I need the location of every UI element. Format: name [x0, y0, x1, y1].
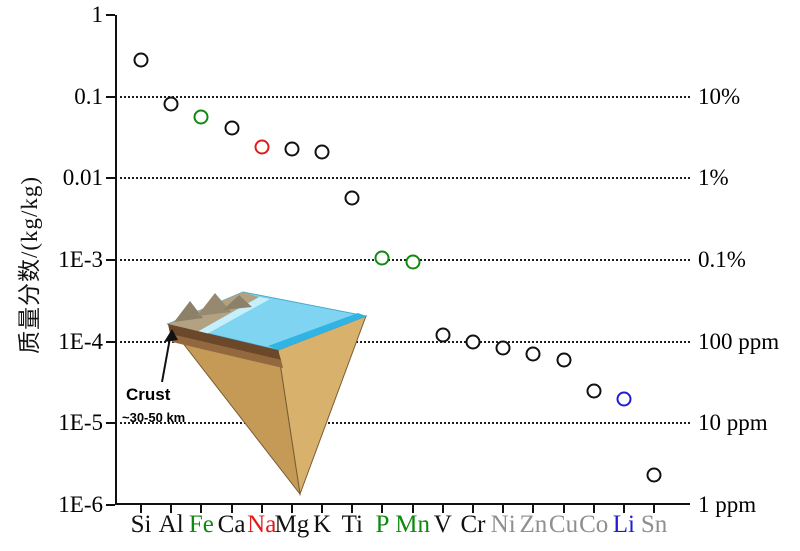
x-label-V: V — [433, 511, 452, 538]
x-label-Li: Li — [612, 511, 635, 538]
data-point-Fe — [193, 109, 209, 125]
x-label-Cr: Cr — [460, 511, 486, 538]
y-tick-0.01 — [106, 177, 115, 180]
x-tick-Sn — [653, 505, 656, 513]
x-tick-Na — [260, 505, 263, 513]
mountain-3 — [223, 295, 252, 310]
right-axis-label-100 ppm: 100 ppm — [698, 328, 780, 354]
x-tick-Ni — [502, 505, 505, 513]
x-tick-Ti — [351, 505, 354, 513]
data-point-Si — [133, 52, 149, 68]
y-tick-1E-4 — [106, 340, 115, 343]
mountain-2 — [197, 293, 231, 316]
gridline-0.001 — [115, 259, 690, 261]
crust-sublayer-strip — [170, 334, 283, 368]
data-point-P — [374, 250, 390, 266]
data-point-Mn — [405, 254, 421, 270]
x-tick-P — [381, 505, 384, 513]
x-label-Na: Na — [247, 511, 277, 538]
x-tick-Si — [140, 505, 142, 513]
y-tick-1E-6 — [106, 504, 115, 506]
data-point-Cu — [556, 352, 572, 368]
right-axis-label-1%: 1% — [698, 165, 729, 191]
data-point-Na — [254, 139, 270, 155]
data-point-Mg — [284, 141, 300, 157]
x-tick-Mg — [290, 505, 293, 513]
data-point-V — [435, 327, 451, 343]
x-label-Si: Si — [130, 511, 152, 538]
x-label-Ca: Ca — [217, 511, 246, 538]
x-tick-Al — [170, 505, 173, 513]
data-point-Ti — [344, 190, 360, 206]
x-label-K: K — [313, 511, 332, 538]
y-tick-label-1E-4: 1E-4 — [58, 328, 103, 354]
data-point-Ni — [495, 340, 511, 356]
x-tick-Ca — [230, 505, 233, 513]
y-tick-label-1E-6: 1E-6 — [58, 492, 103, 517]
x-tick-K — [321, 505, 324, 513]
gridline-0.01 — [115, 177, 690, 180]
gridline-0.00001 — [115, 422, 690, 425]
x-label-Mn: Mn — [395, 511, 430, 538]
gridline-0.0001 — [115, 340, 690, 343]
data-point-Ca — [224, 120, 240, 136]
x-label-Sn: Sn — [640, 511, 668, 538]
x-label-Co: Co — [579, 511, 609, 538]
x-tick-Mn — [411, 505, 414, 513]
plot-frame — [115, 15, 690, 505]
data-point-Sn — [646, 467, 662, 483]
x-label-P: P — [375, 511, 390, 538]
data-point-Zn — [525, 346, 541, 362]
y-tick-1E-5 — [106, 422, 115, 425]
x-tick-Cr — [471, 505, 474, 513]
crust-pointer-line — [161, 337, 171, 383]
crust-inset-figure: Crust ~30-50 km — [122, 291, 368, 496]
x-tick-V — [441, 505, 444, 513]
data-point-Li — [616, 391, 632, 407]
data-point-Cr — [465, 334, 481, 350]
right-axis-label-1 ppm: 1 ppm — [698, 492, 757, 517]
y-tick-label-1E-3: 1E-3 — [58, 247, 103, 272]
data-point-K — [314, 144, 330, 160]
y-tick-label-0.1: 0.1 — [74, 83, 103, 109]
y-tick-label-0.01: 0.01 — [62, 165, 103, 191]
x-label-Zn: Zn — [519, 511, 548, 538]
right-axis-label-10%: 10% — [698, 83, 741, 109]
x-tick-Cu — [562, 505, 565, 513]
x-label-Ni: Ni — [490, 511, 516, 538]
x-label-Fe: Fe — [188, 511, 214, 538]
mountain-1 — [174, 301, 203, 322]
y-tick-label-1E-5: 1E-5 — [58, 410, 103, 436]
x-tick-Fe — [200, 505, 203, 513]
data-point-Al — [163, 96, 179, 112]
y-tick-label-1: 1 — [91, 2, 104, 27]
x-label-Ti: Ti — [341, 511, 363, 538]
y-tick-0.1 — [106, 95, 115, 98]
inset-depth-label: ~30-50 km — [122, 410, 185, 425]
y-tick-1 — [106, 14, 115, 16]
gridline-0.1 — [115, 95, 690, 98]
x-label-Al: Al — [158, 511, 184, 538]
inset-crust-label: Crust — [126, 385, 171, 404]
crust-layer-strip — [168, 324, 281, 360]
ocean-deep-stripe — [268, 313, 366, 350]
y-tick-1E-3 — [106, 259, 115, 261]
x-tick-Zn — [532, 505, 535, 513]
x-label-Cu: Cu — [548, 511, 579, 538]
data-point-Co — [586, 383, 602, 399]
x-label-Mg: Mg — [274, 511, 310, 538]
right-axis-label-10 ppm: 10 ppm — [698, 410, 768, 436]
crust-block — [161, 291, 368, 496]
x-tick-Co — [592, 505, 595, 513]
x-tick-Li — [622, 505, 625, 513]
crust-pointer-arrowhead — [164, 329, 178, 342]
shoreline-shallow-water — [188, 297, 270, 340]
right-axis-label-0.1%: 0.1% — [698, 247, 746, 272]
